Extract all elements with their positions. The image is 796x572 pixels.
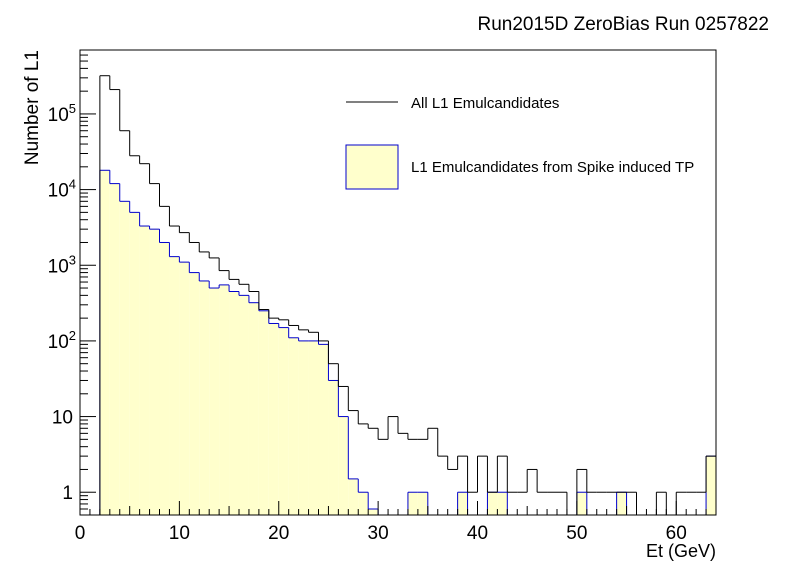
x-tick-label: 40 bbox=[467, 523, 488, 544]
spike-bin-bar bbox=[99, 170, 110, 515]
x-tick-label: 30 bbox=[368, 523, 389, 544]
spike-bin-bar bbox=[239, 295, 249, 515]
y-axis: 1 10 102 103 104 105 bbox=[48, 49, 96, 516]
y-tick-label: 1 bbox=[62, 483, 73, 504]
spike-bin-bar bbox=[706, 456, 716, 515]
x-axis: 0 10 20 30 40 50 60 bbox=[75, 501, 717, 544]
spike-bin-bar bbox=[487, 492, 498, 515]
x-tick-label: 10 bbox=[169, 523, 190, 544]
spike-bin-bar bbox=[169, 256, 180, 515]
spike-bin-bar bbox=[497, 492, 508, 515]
spike-bin-bar bbox=[328, 380, 339, 515]
y-tick-label: 102 bbox=[48, 328, 76, 353]
spike-bin-bar bbox=[229, 291, 239, 515]
spike-bin-bar bbox=[139, 226, 150, 515]
spike-bin-bar bbox=[209, 288, 220, 515]
legend: All L1 Emulcandidates L1 Emulcandidates … bbox=[338, 82, 694, 200]
spike-bin-bar bbox=[179, 262, 190, 515]
spike-series-fill-group bbox=[99, 170, 716, 516]
spike-bin-bar bbox=[248, 302, 259, 515]
spike-bin-bar bbox=[199, 280, 210, 515]
x-tick-label: 20 bbox=[268, 523, 289, 544]
spike-bin-bar bbox=[457, 492, 468, 515]
spike-bin-bar bbox=[616, 492, 627, 515]
spike-bin-bar bbox=[318, 344, 329, 515]
x-tick-label: 60 bbox=[666, 523, 687, 544]
y-axis-label: Number of L1 bbox=[22, 50, 43, 165]
spike-bin-bar bbox=[149, 229, 160, 515]
x-axis-label: Et (GeV) bbox=[646, 541, 716, 561]
y-tick-label: 10 bbox=[52, 408, 73, 429]
y-tick-label: 105 bbox=[48, 101, 76, 126]
legend-label-all: All L1 Emulcandidates bbox=[411, 95, 559, 112]
spike-bin-bar bbox=[268, 323, 279, 515]
spike-bin-bar bbox=[576, 492, 587, 515]
spike-bin-bar bbox=[308, 340, 319, 515]
spike-bin-bar bbox=[189, 272, 200, 515]
spike-bin-bar bbox=[417, 492, 428, 515]
legend-swatch-spike bbox=[345, 144, 399, 190]
spike-bin-bar bbox=[348, 478, 359, 515]
spike-bin-bar bbox=[219, 284, 230, 515]
spike-bin-bar bbox=[288, 337, 299, 515]
spike-bin-bar bbox=[129, 212, 140, 516]
spike-bin-bar bbox=[258, 310, 269, 515]
x-tick-label: 0 bbox=[75, 523, 86, 544]
spike-bin-bar bbox=[358, 492, 369, 515]
spike-bin-bar bbox=[407, 492, 418, 515]
spike-bin-bar bbox=[338, 416, 349, 515]
spike-bin-bar bbox=[368, 509, 379, 515]
y-tick-label: 103 bbox=[48, 252, 76, 277]
chart-title: Run2015D ZeroBias Run 0257822 bbox=[477, 14, 769, 35]
spike-bin-bar bbox=[278, 327, 289, 515]
x-tick-label: 50 bbox=[566, 523, 587, 544]
spike-bin-bar bbox=[159, 242, 170, 515]
legend-label-spike: L1 Emulcandidates from Spike induced TP bbox=[411, 159, 694, 176]
y-tick-label: 104 bbox=[48, 177, 76, 202]
spike-bin-bar bbox=[109, 183, 120, 515]
spike-bin-bar bbox=[119, 201, 130, 516]
spike-bin-bar bbox=[298, 340, 309, 515]
